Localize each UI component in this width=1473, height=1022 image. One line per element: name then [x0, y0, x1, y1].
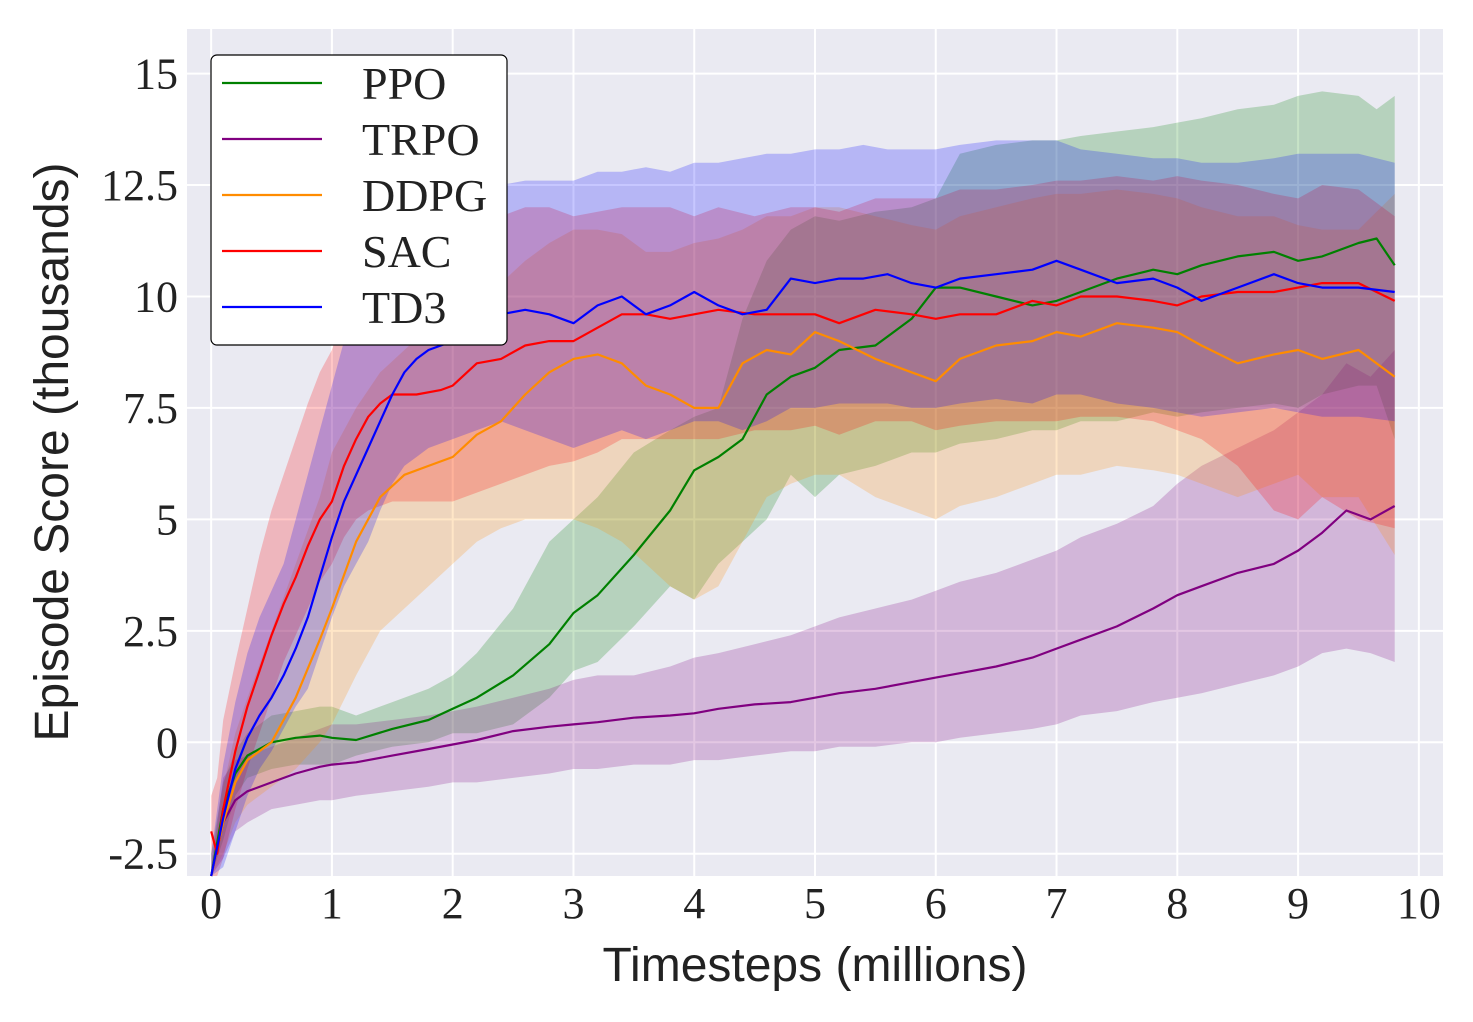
ddpg-legend-label: DDPG — [362, 170, 487, 221]
x-tick-label: 6 — [925, 879, 947, 928]
y-tick-label: 2.5 — [123, 607, 178, 656]
ddpg-line — [210, 322, 1396, 877]
y-tick-label: 0 — [156, 718, 178, 767]
trpo-legend-label: TRPO — [362, 114, 480, 165]
sac-legend-label: SAC — [362, 226, 451, 277]
td3-legend-label: TD3 — [362, 282, 446, 333]
x-tick-label: 8 — [1166, 879, 1188, 928]
td3-line — [210, 259, 1395, 877]
sac-line — [210, 282, 1396, 855]
ppo-legend-label: PPO — [362, 58, 446, 109]
x-axis-title: Timesteps (millions) — [603, 939, 1028, 992]
x-tick-label: 5 — [804, 879, 826, 928]
x-tick-label: 1 — [321, 879, 343, 928]
trpo-band — [211, 350, 1395, 876]
y-tick-label: 12.5 — [101, 161, 178, 210]
ddpg-band — [211, 189, 1395, 876]
y-tick-labels: -2.5 0 2.5 5 7.5 10 12.5 15 — [101, 50, 178, 879]
y-tick-label: 7.5 — [123, 384, 178, 433]
x-tick-label: 7 — [1046, 879, 1068, 928]
x-tick-label: 0 — [200, 879, 222, 928]
x-tick-label: 4 — [683, 879, 705, 928]
y-tick-label: 5 — [156, 495, 178, 544]
legend-box — [210, 54, 508, 346]
x-tick-label: 10 — [1397, 879, 1441, 928]
series-lines — [210, 237, 1396, 877]
ppo-line — [210, 237, 1396, 877]
y-tick-label: 10 — [134, 272, 178, 321]
trpo-line — [210, 505, 1396, 877]
x-tick-labels: 0 1 2 3 4 5 6 7 8 9 10 — [200, 879, 1441, 928]
y-tick-label: 15 — [134, 50, 178, 99]
x-tick-label: 9 — [1287, 879, 1309, 928]
y-tick-label: -2.5 — [108, 830, 178, 879]
x-tick-label: 2 — [442, 879, 464, 928]
x-tick-label: 3 — [562, 879, 584, 928]
sac-band — [211, 176, 1395, 877]
y-axis-title: Episode Score (thousands) — [26, 163, 79, 742]
